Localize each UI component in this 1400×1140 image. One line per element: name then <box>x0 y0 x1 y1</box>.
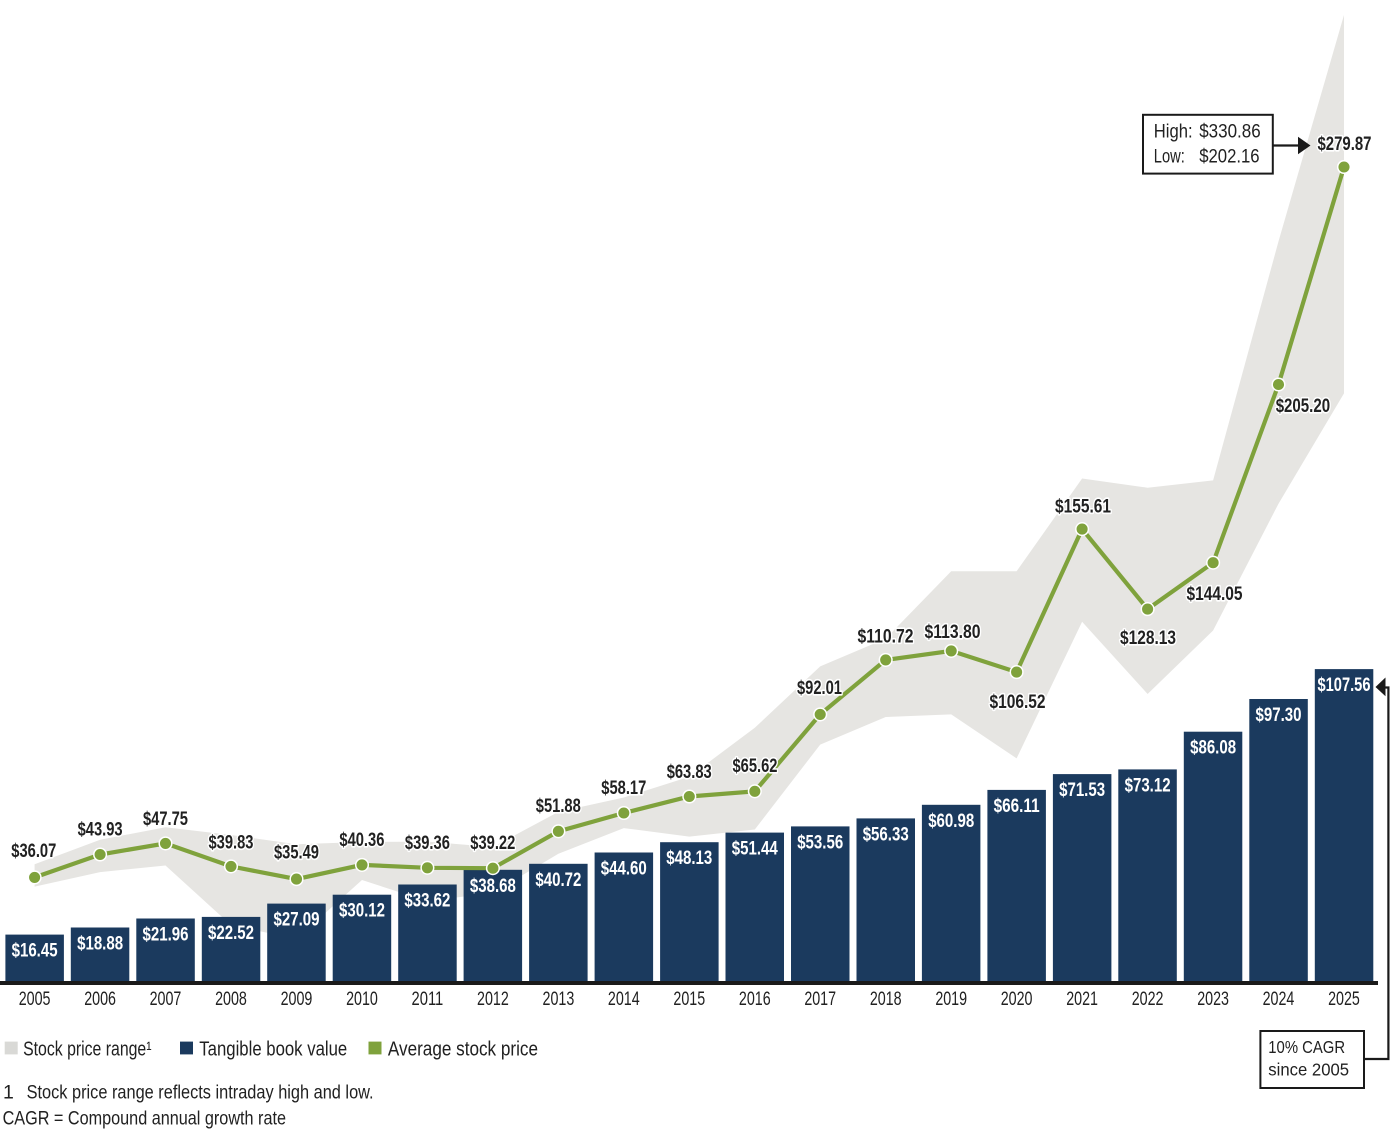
svg-text:$279.87: $279.87 <box>1318 134 1372 155</box>
svg-text:$113.80: $113.80 <box>925 622 981 643</box>
svg-text:2007: 2007 <box>150 989 182 1010</box>
svg-text:$33.62: $33.62 <box>404 890 450 912</box>
svg-text:2014: 2014 <box>608 989 640 1010</box>
svg-text:2008: 2008 <box>215 989 247 1010</box>
svg-text:Low:: Low: <box>1154 146 1185 168</box>
svg-text:$38.68: $38.68 <box>470 875 516 897</box>
svg-text:$30.12: $30.12 <box>339 900 385 922</box>
svg-text:$106.52: $106.52 <box>990 692 1046 713</box>
svg-text:2015: 2015 <box>673 989 705 1010</box>
svg-text:$86.08: $86.08 <box>1190 737 1236 759</box>
svg-text:$330.86: $330.86 <box>1199 121 1261 143</box>
svg-text:$66.11: $66.11 <box>994 795 1040 817</box>
svg-text:$56.33: $56.33 <box>863 823 909 845</box>
svg-text:Average stock price: Average stock price <box>388 1037 538 1060</box>
svg-text:2006: 2006 <box>84 989 116 1010</box>
svg-text:$144.05: $144.05 <box>1187 584 1243 605</box>
svg-text:$205.20: $205.20 <box>1276 396 1330 417</box>
svg-text:$35.49: $35.49 <box>274 842 319 863</box>
svg-text:2024: 2024 <box>1263 989 1295 1010</box>
svg-text:2022: 2022 <box>1132 989 1164 1010</box>
svg-text:$48.13: $48.13 <box>666 847 712 869</box>
svg-text:$51.44: $51.44 <box>732 838 778 860</box>
svg-text:$39.83: $39.83 <box>209 833 254 854</box>
svg-text:$51.88: $51.88 <box>536 796 581 817</box>
svg-text:2005: 2005 <box>19 989 51 1010</box>
svg-text:$155.61: $155.61 <box>1055 497 1111 518</box>
svg-text:$73.12: $73.12 <box>1125 774 1171 796</box>
svg-text:2009: 2009 <box>281 989 313 1010</box>
svg-text:Stock price range¹: Stock price range¹ <box>23 1037 152 1060</box>
svg-text:2025: 2025 <box>1328 989 1360 1010</box>
svg-text:$128.13: $128.13 <box>1120 628 1176 649</box>
svg-text:$36.07: $36.07 <box>11 841 56 862</box>
svg-text:2017: 2017 <box>804 989 836 1010</box>
svg-text:2010: 2010 <box>346 989 378 1010</box>
svg-text:$22.52: $22.52 <box>208 922 254 944</box>
svg-text:2011: 2011 <box>412 989 444 1010</box>
svg-text:$53.56: $53.56 <box>797 831 843 853</box>
svg-text:$27.09: $27.09 <box>274 909 320 931</box>
svg-text:$58.17: $58.17 <box>601 778 646 799</box>
svg-text:$97.30: $97.30 <box>1256 704 1302 726</box>
svg-text:$107.56: $107.56 <box>1318 674 1371 696</box>
svg-text:CAGR = Compound annual growth: CAGR = Compound annual growth rate <box>3 1107 286 1129</box>
svg-text:1: 1 <box>3 1081 14 1103</box>
svg-text:2023: 2023 <box>1197 989 1229 1010</box>
svg-text:$65.62: $65.62 <box>733 756 778 777</box>
svg-text:$47.75: $47.75 <box>143 809 188 830</box>
svg-text:10% CAGR: 10% CAGR <box>1268 1037 1345 1057</box>
svg-text:Stock price range reflects int: Stock price range reflects intraday high… <box>27 1081 374 1103</box>
svg-text:2013: 2013 <box>543 989 575 1010</box>
svg-text:$60.98: $60.98 <box>928 810 974 832</box>
svg-text:$110.72: $110.72 <box>858 627 914 648</box>
svg-text:$92.01: $92.01 <box>797 678 842 699</box>
svg-text:2020: 2020 <box>1001 989 1033 1010</box>
svg-text:$40.72: $40.72 <box>535 869 581 891</box>
svg-text:High:: High: <box>1154 121 1193 143</box>
svg-text:$71.53: $71.53 <box>1059 779 1105 801</box>
svg-text:$44.60: $44.60 <box>601 858 647 880</box>
svg-text:$43.93: $43.93 <box>78 819 123 840</box>
svg-text:2016: 2016 <box>739 989 771 1010</box>
svg-text:2019: 2019 <box>935 989 967 1010</box>
svg-text:$63.83: $63.83 <box>667 762 712 783</box>
svg-text:Tangible book value: Tangible book value <box>199 1037 347 1060</box>
svg-text:2021: 2021 <box>1066 989 1098 1010</box>
svg-text:$202.16: $202.16 <box>1199 146 1259 168</box>
svg-text:2012: 2012 <box>477 989 509 1010</box>
svg-text:since 2005: since 2005 <box>1268 1059 1349 1079</box>
svg-text:$18.88: $18.88 <box>77 933 123 955</box>
svg-text:$40.36: $40.36 <box>339 830 384 851</box>
svg-text:$39.22: $39.22 <box>470 833 515 854</box>
svg-text:2018: 2018 <box>870 989 902 1010</box>
svg-text:$16.45: $16.45 <box>12 940 58 962</box>
svg-text:$39.36: $39.36 <box>405 833 450 854</box>
svg-text:$21.96: $21.96 <box>143 924 189 946</box>
